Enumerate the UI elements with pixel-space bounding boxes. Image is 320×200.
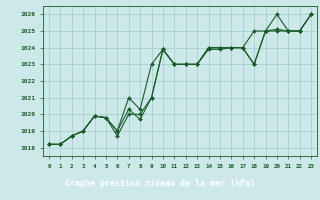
Text: Graphe pression niveau de la mer (hPa): Graphe pression niveau de la mer (hPa) [65,179,255,188]
